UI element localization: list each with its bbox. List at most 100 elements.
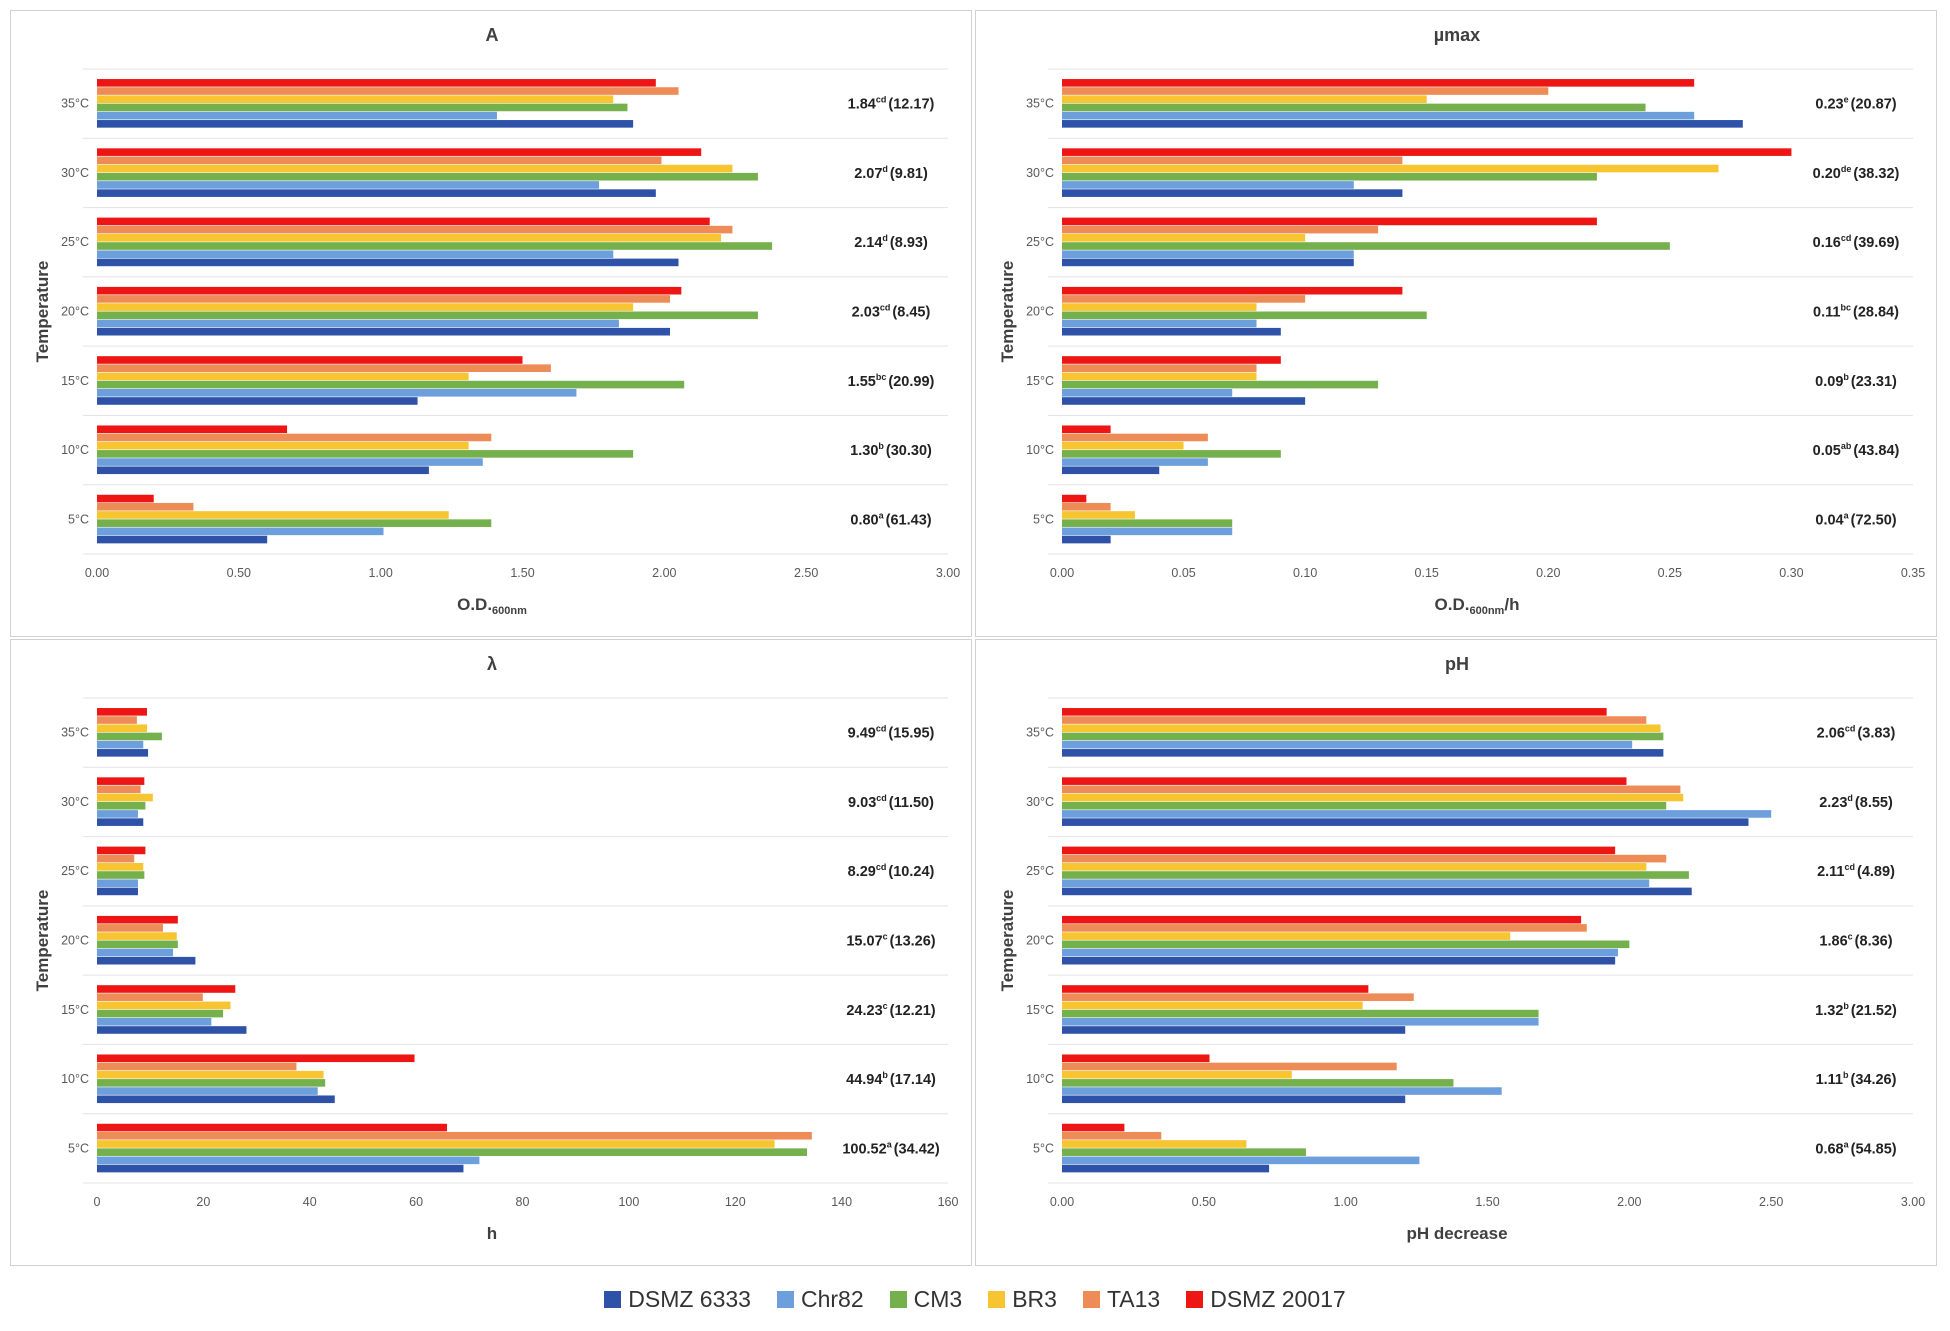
bar-cm3 bbox=[97, 1148, 808, 1156]
annotation-cv: (13.26) bbox=[890, 934, 936, 950]
x-axis-label-subscript: 600nm bbox=[1469, 605, 1504, 617]
x-tick-label: 2.50 bbox=[794, 566, 818, 580]
y-category-label: 15°C bbox=[1026, 374, 1054, 388]
y-category-label: 30°C bbox=[61, 795, 89, 809]
x-tick-label: 0.50 bbox=[227, 566, 251, 580]
legend-label: Chr82 bbox=[800, 1286, 864, 1312]
legend-swatch bbox=[604, 1291, 622, 1308]
bar-cm3 bbox=[97, 172, 758, 181]
annotation-mean-cv: 1.86c (8.36) bbox=[1819, 932, 1892, 950]
annotation-mean-cv: 0.16cd (39.69) bbox=[1813, 233, 1900, 251]
annotation-mean: 1.55 bbox=[848, 374, 876, 390]
bar-dsmz-6333 bbox=[97, 535, 268, 544]
bar-br3 bbox=[97, 234, 722, 242]
annotation-cv: (21.52) bbox=[1851, 1003, 1897, 1019]
bar-chr82 bbox=[1062, 527, 1233, 536]
x-tick-label: 60 bbox=[409, 1195, 423, 1209]
bar-chr82 bbox=[1062, 250, 1354, 259]
y-category-label: 35°C bbox=[1026, 97, 1054, 111]
x-tick-label: 1.50 bbox=[510, 566, 534, 580]
annotation-mean-cv: 1.11b (34.26) bbox=[1816, 1070, 1897, 1088]
bar-ta13 bbox=[97, 87, 679, 95]
annotation-mean: 2.06 bbox=[1817, 726, 1845, 742]
bar-cm3 bbox=[1062, 103, 1646, 112]
bar-chr82 bbox=[97, 250, 614, 259]
bar-br3 bbox=[1062, 95, 1427, 104]
bar-dsmz-20017 bbox=[97, 846, 146, 855]
x-axis-label: O.D.600nm/h bbox=[1435, 595, 1520, 617]
annotation-mean: 0.05 bbox=[1813, 443, 1841, 459]
bar-ta13 bbox=[97, 225, 733, 234]
x-tick-label: 1.50 bbox=[1475, 1195, 1499, 1209]
bar-chr82 bbox=[1062, 948, 1618, 957]
bar-br3 bbox=[97, 932, 177, 940]
annotation-mean-cv: 100.52a (34.42) bbox=[842, 1139, 939, 1157]
bar-dsmz-20017 bbox=[1062, 708, 1607, 716]
bar-br3 bbox=[97, 164, 733, 173]
bar-dsmz-20017 bbox=[97, 286, 682, 295]
bar-cm3 bbox=[97, 519, 492, 527]
bar-cm3 bbox=[97, 242, 773, 250]
bar-cm3 bbox=[97, 732, 162, 741]
bar-cm3 bbox=[1062, 311, 1427, 320]
bar-chr82 bbox=[97, 740, 144, 749]
annotation-cv: (8.45) bbox=[892, 305, 930, 321]
annotation-mean-cv: 2.23d (8.55) bbox=[1819, 793, 1893, 811]
bar-dsmz-6333 bbox=[1062, 1164, 1270, 1173]
bar-chr82 bbox=[97, 111, 497, 120]
bar-dsmz-6333 bbox=[1062, 397, 1306, 405]
y-category-label: 15°C bbox=[1026, 1003, 1054, 1017]
y-category-label: 10°C bbox=[1026, 443, 1054, 457]
x-tick-label: 0.30 bbox=[1779, 566, 1803, 580]
bar-br3 bbox=[97, 863, 144, 871]
bar-dsmz-20017 bbox=[1062, 217, 1597, 226]
bar-br3 bbox=[97, 372, 469, 381]
annotation-mean-cv: 8.29cd (10.24) bbox=[848, 862, 935, 880]
annotation-mean: 2.14 bbox=[854, 235, 882, 251]
annotation-cv: (4.89) bbox=[1857, 864, 1895, 880]
x-tick-label: 100 bbox=[618, 1195, 639, 1209]
x-axis-label-suffix: /h bbox=[1504, 595, 1519, 614]
bar-ta13 bbox=[97, 716, 137, 724]
bar-cm3 bbox=[1062, 1148, 1306, 1156]
annotation-letter: c bbox=[883, 1001, 888, 1011]
x-tick-label: 80 bbox=[516, 1195, 530, 1209]
y-category-label: 35°C bbox=[1026, 726, 1054, 740]
annotation-letter: d bbox=[1847, 793, 1853, 803]
annotation-mean: 100.52 bbox=[842, 1141, 886, 1157]
y-category-label: 30°C bbox=[1026, 166, 1054, 180]
annotation-cv: (15.95) bbox=[888, 726, 934, 742]
chart-svg: pH 0.00 0.50 1.00 1.50 2.00 2.50 3.00 pH decreas… bbox=[998, 654, 1925, 1243]
bar-br3 bbox=[1062, 1140, 1247, 1148]
bar-dsmz-20017 bbox=[97, 79, 656, 87]
bar-br3 bbox=[1062, 724, 1661, 733]
legend-label: BR3 bbox=[1012, 1286, 1057, 1312]
y-category-label: 30°C bbox=[1026, 795, 1054, 809]
bar-br3 bbox=[1062, 164, 1719, 173]
bar-dsmz-20017 bbox=[97, 1123, 447, 1132]
annotation-mean: 2.11 bbox=[1817, 864, 1844, 880]
bar-chr82 bbox=[97, 1017, 212, 1026]
bar-chr82 bbox=[1062, 458, 1208, 466]
bar-cm3 bbox=[97, 450, 634, 458]
bar-cm3 bbox=[97, 1079, 326, 1087]
annotation-letter: d bbox=[882, 233, 888, 243]
x-tick-label: 0.25 bbox=[1658, 566, 1682, 580]
bar-dsmz-6333 bbox=[97, 818, 144, 826]
annotation-cv: (43.84) bbox=[1853, 443, 1899, 459]
bar-dsmz-6333 bbox=[97, 327, 671, 336]
bar-ta13 bbox=[1062, 156, 1403, 165]
bar-dsmz-6333 bbox=[1062, 327, 1281, 336]
annotation-letter: b bbox=[878, 441, 884, 451]
panel-mumax: µmax 0.00 0.05 0.10 0.15 0.20 0.25 0.30 0.35 O.D.… bbox=[975, 10, 1937, 637]
chart-title: λ bbox=[487, 654, 497, 674]
y-category-label: 20°C bbox=[61, 305, 89, 319]
bar-dsmz-20017 bbox=[1062, 494, 1087, 503]
bar-chr82 bbox=[1062, 1017, 1539, 1026]
bar-chr82 bbox=[97, 948, 174, 957]
annotation-cv: (34.42) bbox=[894, 1141, 940, 1157]
bar-dsmz-20017 bbox=[97, 777, 145, 785]
bar-ta13 bbox=[97, 364, 551, 372]
legend-label: DSMZ 20017 bbox=[1210, 1286, 1346, 1312]
legend-swatch bbox=[1082, 1291, 1100, 1308]
